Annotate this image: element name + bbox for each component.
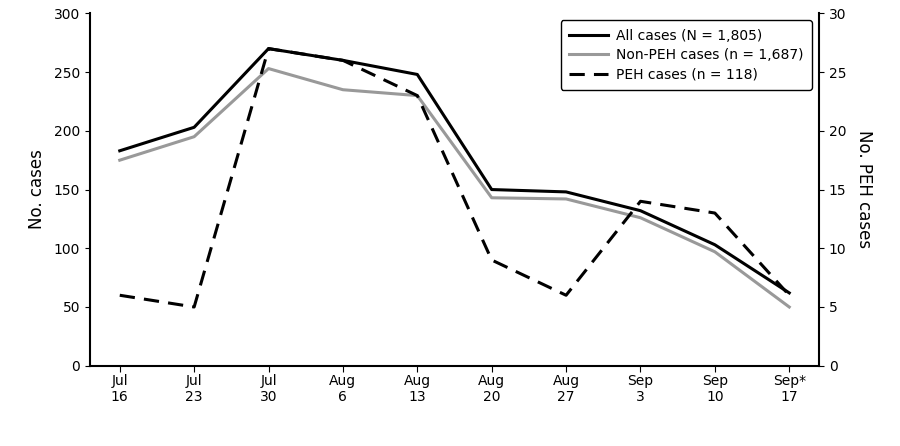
Y-axis label: No. cases: No. cases bbox=[28, 149, 46, 230]
Y-axis label: No. PEH cases: No. PEH cases bbox=[855, 131, 873, 248]
Legend: All cases (N = 1,805), Non-PEH cases (n = 1,687), PEH cases (n = 118): All cases (N = 1,805), Non-PEH cases (n … bbox=[561, 21, 812, 90]
